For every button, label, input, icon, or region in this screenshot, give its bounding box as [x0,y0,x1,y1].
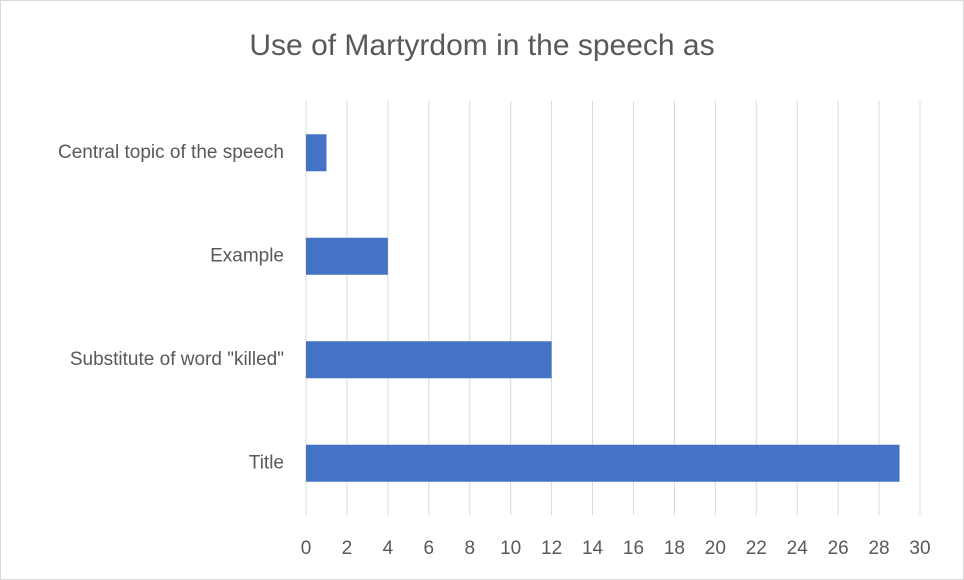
bar [306,237,388,275]
y-tick-label: Title [249,452,284,473]
y-tick-label: Substitute of word "killed" [70,349,284,370]
x-tick-label: 14 [582,538,604,559]
x-tick-label: 30 [909,538,930,559]
bar [306,444,900,482]
x-tick-label: 2 [342,538,353,559]
chart-title: Use of Martyrdom in the speech as [249,29,714,62]
x-tick-label: 24 [787,538,809,559]
x-tick-label: 8 [464,538,475,559]
x-tick-label: 4 [383,538,394,559]
x-tick-label: 28 [868,538,889,559]
x-tick-label: 12 [541,538,562,559]
x-tick-label: 10 [500,538,521,559]
bar [306,134,327,172]
x-tick-label: 0 [301,538,312,559]
x-tick-label: 26 [828,538,849,559]
y-tick-label: Central topic of the speech [58,142,284,163]
x-tick-label: 18 [664,538,685,559]
y-tick-label: Example [210,245,284,266]
x-tick-label: 22 [746,538,767,559]
x-tick-label: 16 [623,538,644,559]
x-tick-label: 6 [424,538,435,559]
x-tick-label: 20 [705,538,726,559]
bar [306,341,552,379]
